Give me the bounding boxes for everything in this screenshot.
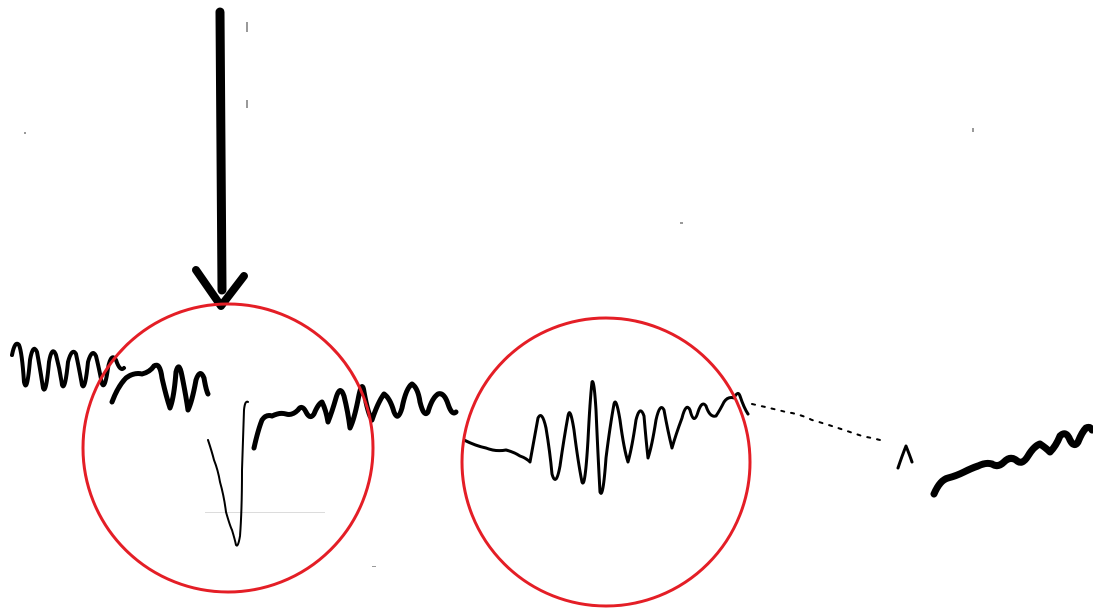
trace-segment-start [10, 341, 126, 392]
trace-dots-faint [751, 403, 881, 441]
highlight-circle-left [81, 302, 375, 594]
waveform-trace [10, 341, 1093, 547]
down-arrow-icon [192, 7, 248, 310]
scan-noise [24, 22, 974, 567]
highlight-circle-right [460, 316, 752, 608]
trace-deflection [207, 400, 249, 547]
trace-segment-middle [251, 381, 459, 451]
trace-segment-left-circle [109, 362, 211, 413]
trace-segment-right-circle [462, 380, 750, 495]
trace-blip [896, 444, 914, 470]
trace-segment-end [930, 423, 1093, 498]
